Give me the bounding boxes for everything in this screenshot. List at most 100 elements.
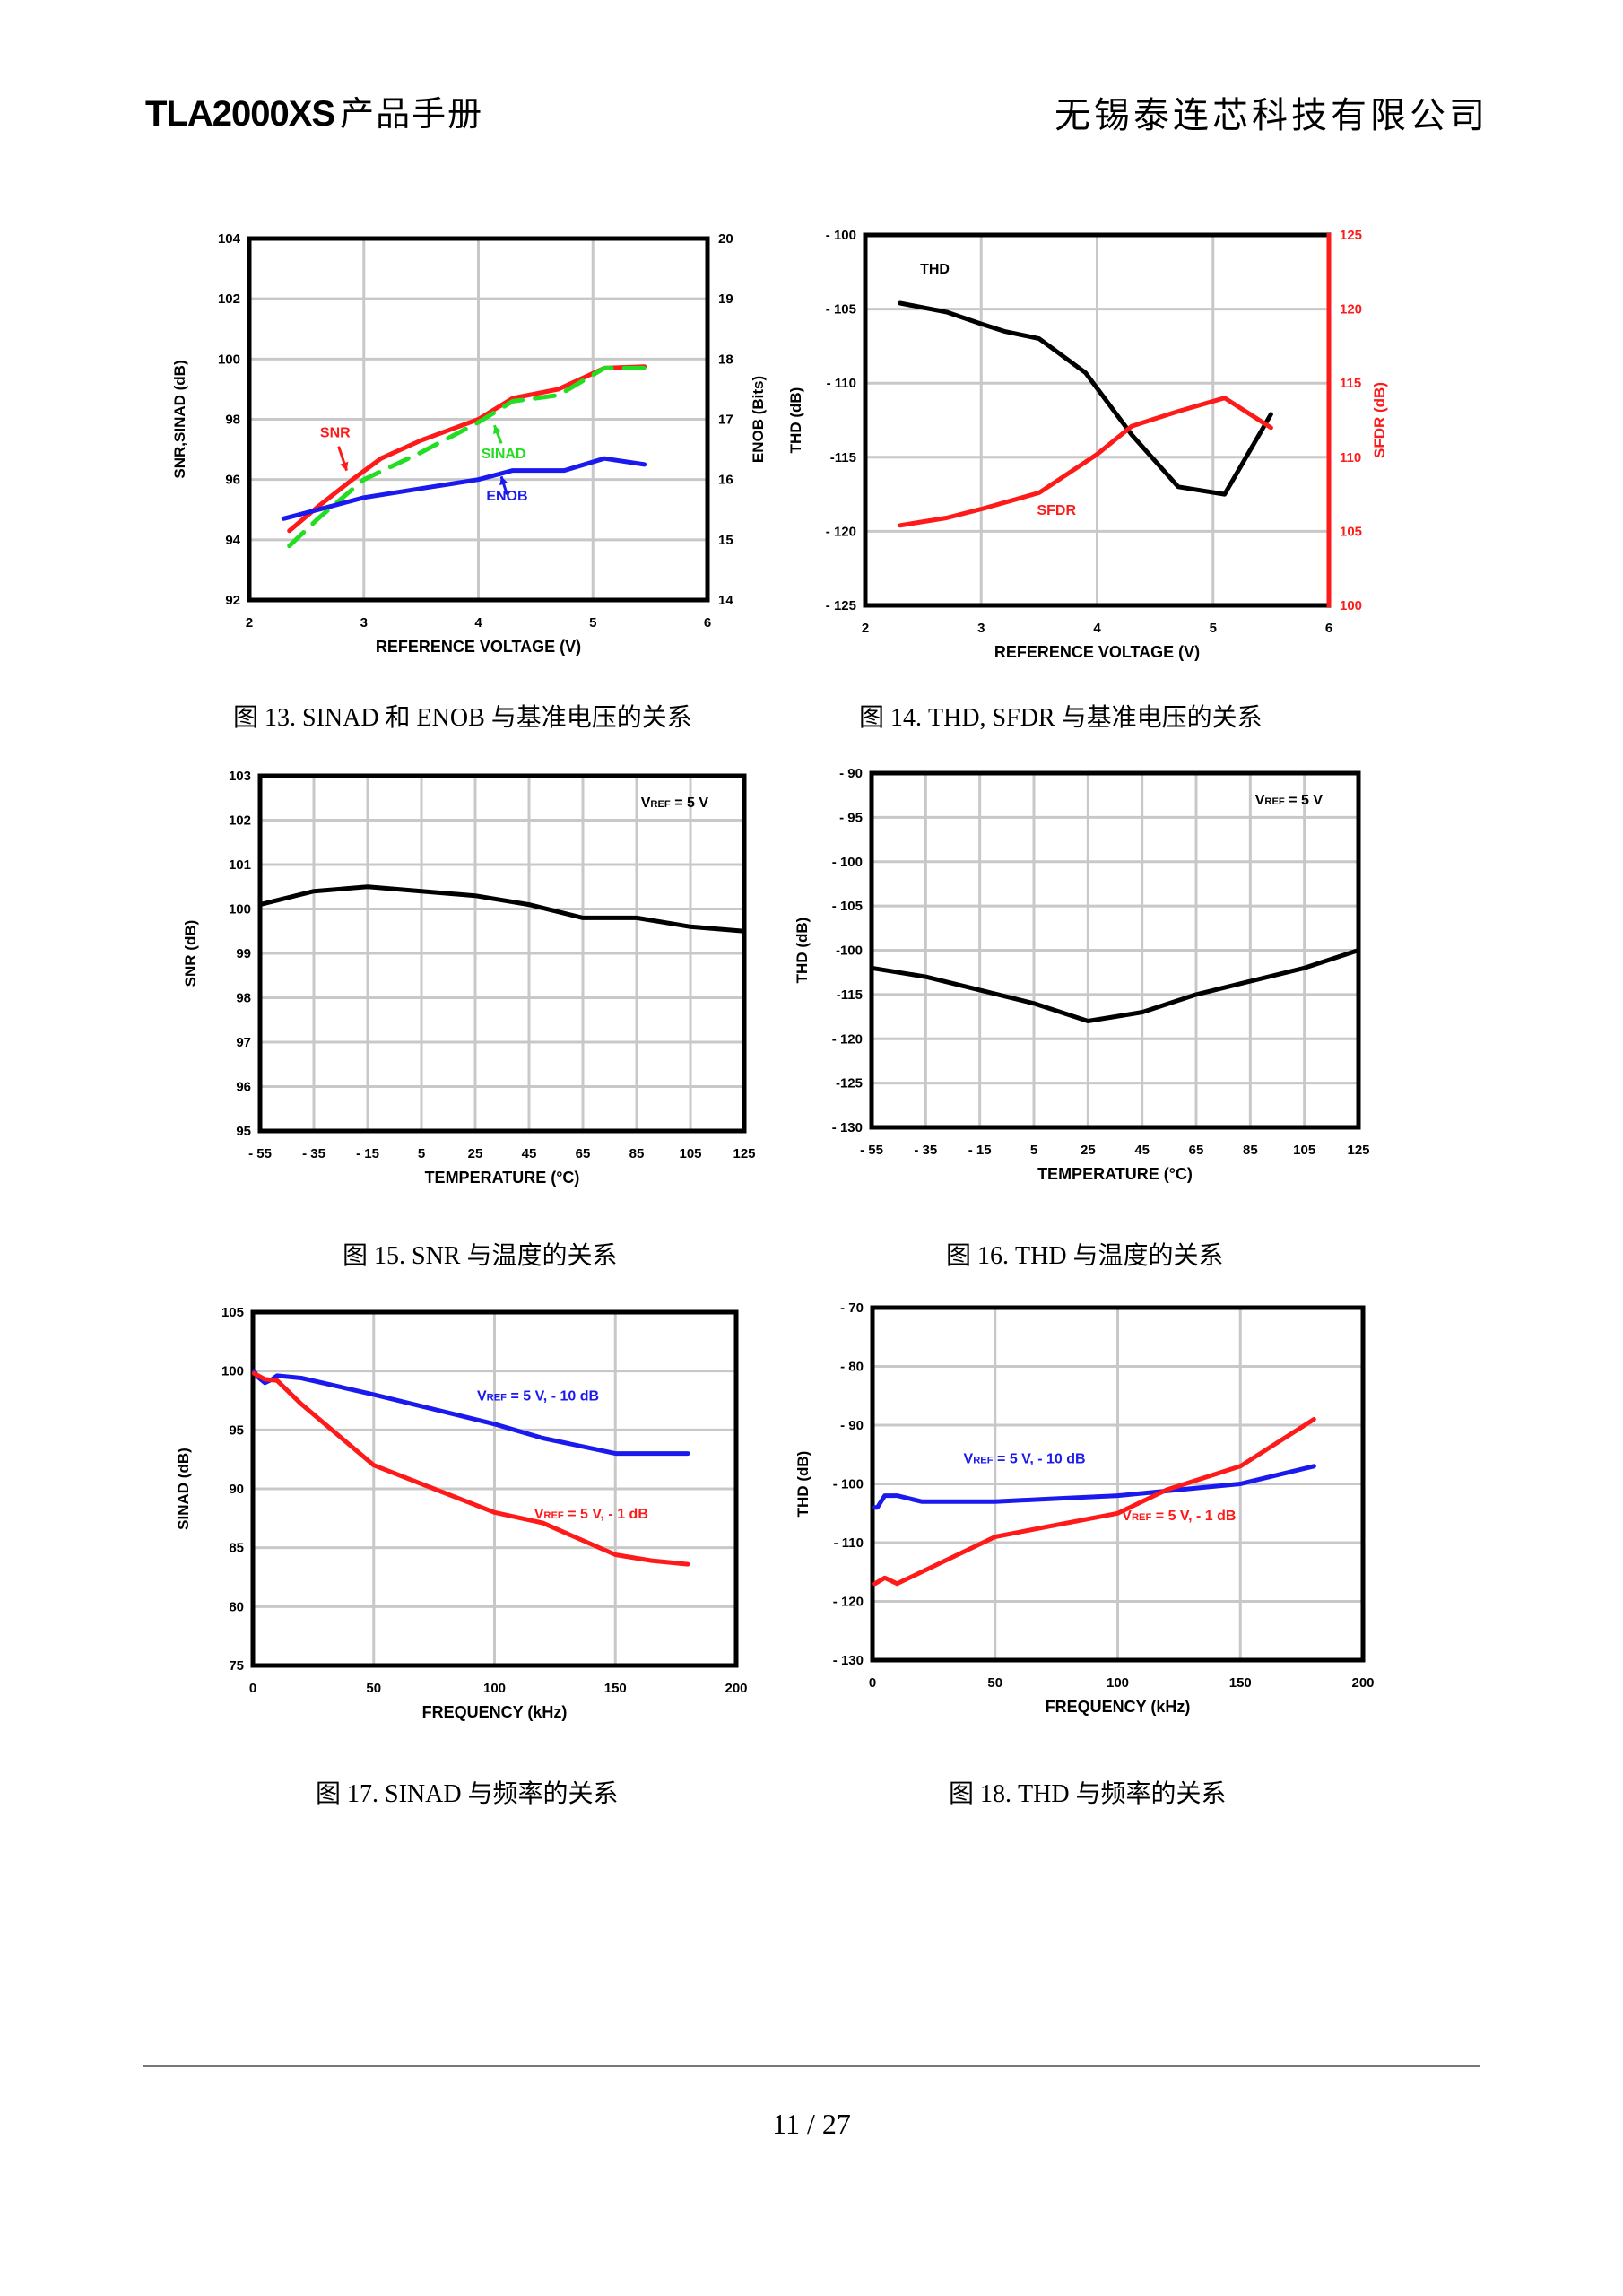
x-tick-label: 105 (679, 1146, 701, 1161)
x-tick-label: - 55 (860, 1143, 883, 1158)
caption-fig18: 图 18. THD 与频率的关系 (949, 1780, 1227, 1808)
y-tick-label: - 105 (832, 899, 863, 914)
y-tick-label: 104 (218, 231, 241, 247)
x-tick-label: 100 (483, 1681, 506, 1696)
y-tick-label: 100 (221, 1364, 244, 1379)
x-axis-title: TEMPERATURE (°C) (425, 1169, 580, 1187)
x-tick-label: 50 (366, 1681, 381, 1696)
y-tick-label: - 120 (826, 524, 856, 539)
annotation-arrowhead (493, 425, 501, 435)
y-tick-label: 80 (229, 1599, 244, 1614)
footer-divider (143, 2065, 1480, 2067)
x-tick-label: 100 (1107, 1675, 1129, 1691)
y2-tick-label: 14 (718, 593, 733, 608)
x-tick-label: 65 (576, 1146, 591, 1161)
y-tick-label: - 90 (839, 766, 863, 781)
y-tick-label: - 125 (826, 598, 856, 613)
x-tick-label: 65 (1189, 1143, 1204, 1158)
x-tick-label: 6 (1325, 621, 1332, 636)
x-tick-label: 150 (1229, 1675, 1252, 1691)
x-tick-label: - 35 (302, 1146, 325, 1161)
y-tick-label: - 100 (826, 228, 856, 243)
y-tick-label: 100 (229, 902, 251, 918)
y-tick-label: 103 (229, 769, 251, 784)
y-tick-label: - 80 (840, 1360, 864, 1375)
y2-axis-title: SFDR (dB) (1371, 382, 1388, 458)
x-tick-label: 5 (1030, 1143, 1037, 1158)
y-tick-label: -115 (837, 987, 863, 1003)
x-tick-label: 2 (862, 621, 869, 636)
y-tick-label: 105 (221, 1305, 244, 1320)
series-line-vref-5-v-1-db (872, 1417, 1316, 1587)
caption-fig17: 图 17. SINAD 与频率的关系 (316, 1780, 619, 1808)
x-tick-label: 25 (468, 1146, 483, 1161)
caption-fig16: 图 16. THD 与温度的关系 (946, 1242, 1224, 1270)
x-tick-label: 125 (733, 1146, 755, 1161)
x-tick-label: - 55 (248, 1146, 272, 1161)
y-tick-label: - 110 (834, 1535, 864, 1551)
x-tick-label: 200 (1351, 1675, 1374, 1691)
x-axis-title: REFERENCE VOLTAGE (V) (376, 638, 581, 656)
x-tick-label: 50 (987, 1675, 1002, 1691)
y-axis-title: THD (dB) (794, 1451, 812, 1518)
caption-fig14: 图 14. THD, SFDR 与基准电压的关系 (859, 704, 1263, 732)
x-tick-label: 5 (418, 1146, 425, 1161)
x-tick-label: 85 (1243, 1143, 1258, 1158)
x-tick-label: 0 (869, 1675, 876, 1691)
document-title: TLA2000XS 产品手册 (145, 86, 483, 135)
plot-frame (870, 1305, 1366, 1663)
x-tick-label: 2 (246, 615, 253, 631)
x-tick-label: - 35 (914, 1143, 937, 1158)
y2-tick-label: 110 (1340, 450, 1361, 465)
y2-tick-label: 18 (718, 352, 733, 367)
annotation-label: VREF = 5 V (1255, 793, 1324, 808)
y-tick-label: 96 (236, 1080, 251, 1095)
y-tick-label: 98 (225, 413, 240, 428)
annotation-label: SFDR (1037, 503, 1076, 518)
y-tick-label: 102 (229, 813, 251, 829)
y2-tick-label: 105 (1340, 524, 1362, 539)
series-line-vref-5-v-10-db (872, 1464, 1316, 1510)
y-tick-label: - 100 (832, 855, 863, 870)
annotation-arrowhead (340, 461, 349, 471)
y-tick-label: - 130 (832, 1120, 863, 1135)
y-tick-label: - 105 (826, 302, 856, 317)
y-axis-title: SNR,SINAD (dB) (171, 360, 188, 478)
x-tick-label: 5 (589, 615, 596, 631)
series-line-vref-5-v-1-db (251, 1370, 690, 1567)
y-tick-label: 96 (225, 473, 240, 488)
product-name: TLA2000XS (145, 94, 335, 134)
x-tick-label: 105 (1293, 1143, 1315, 1158)
series-line-thd (898, 300, 1273, 497)
x-tick-label: 0 (249, 1681, 256, 1696)
y-tick-label: 85 (229, 1541, 244, 1556)
x-tick-label: 25 (1081, 1143, 1096, 1158)
y-tick-label: - 95 (839, 810, 863, 825)
plot-frame (247, 236, 710, 603)
annotation-arrowhead (499, 476, 508, 486)
y2-tick-label: 125 (1340, 228, 1362, 243)
x-tick-label: 6 (704, 615, 711, 631)
y-tick-label: 102 (218, 291, 240, 307)
y-tick-label: 99 (236, 946, 251, 961)
y-tick-label: - 70 (840, 1300, 864, 1316)
y-axis-title: THD (dB) (787, 387, 804, 454)
y2-tick-label: 100 (1340, 598, 1362, 613)
series-line-snr (257, 884, 747, 934)
plot-frame (257, 773, 747, 1134)
x-axis-title: FREQUENCY (kHz) (1046, 1698, 1191, 1716)
y2-tick-label: 120 (1340, 302, 1362, 317)
series-line-vref-5-v-10-db (251, 1369, 690, 1457)
x-tick-label: - 15 (356, 1146, 379, 1161)
y-tick-label: 95 (236, 1124, 251, 1139)
caption-fig15: 图 15. SNR 与温度的关系 (343, 1242, 618, 1270)
x-tick-label: 5 (1210, 621, 1217, 636)
x-tick-label: 45 (1134, 1143, 1150, 1158)
annotation-label: SNR (320, 426, 351, 441)
y2-tick-label: 16 (718, 473, 733, 488)
series-line-enob (281, 456, 647, 521)
